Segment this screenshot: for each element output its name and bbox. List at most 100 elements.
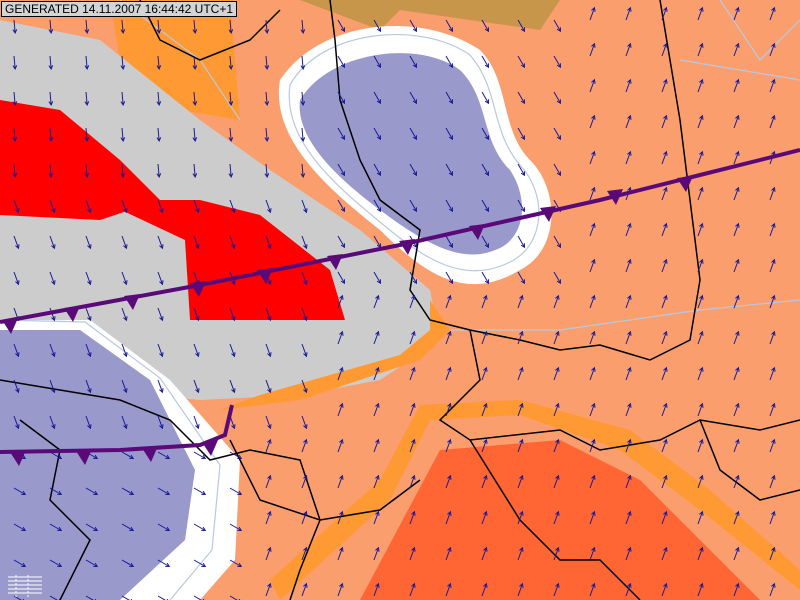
wind-arrows bbox=[12, 6, 776, 600]
wind-arrow bbox=[301, 415, 307, 429]
wind-arrow-head bbox=[627, 582, 632, 588]
wind-arrow-head bbox=[264, 101, 270, 106]
wind-arrow bbox=[481, 295, 487, 309]
wind-arrow bbox=[265, 415, 271, 429]
wind-arrow bbox=[265, 163, 268, 177]
wind-arrow-head bbox=[195, 208, 200, 214]
wind-arrow bbox=[733, 331, 739, 345]
wind-arrow bbox=[517, 163, 525, 176]
wind-arrow-head bbox=[165, 490, 171, 496]
wind-arrow bbox=[517, 19, 525, 32]
wind-arrow bbox=[373, 55, 381, 68]
wind-arrow-head bbox=[591, 6, 596, 12]
wind-arrow-head bbox=[627, 402, 632, 408]
wind-arrow bbox=[193, 559, 206, 567]
wind-arrow bbox=[337, 199, 345, 212]
wind-arrow-head bbox=[411, 330, 416, 336]
wind-arrow bbox=[301, 91, 304, 105]
wind-arrow-head bbox=[48, 137, 54, 142]
wind-arrow bbox=[445, 475, 451, 489]
wind-arrow bbox=[625, 475, 631, 489]
wind-arrow bbox=[589, 547, 595, 561]
wind-arrow-head bbox=[159, 244, 164, 250]
wind-arrow-head bbox=[556, 243, 562, 249]
wind-arrow bbox=[589, 187, 595, 201]
wind-arrow-head bbox=[447, 402, 452, 408]
wind-arrow-head bbox=[21, 454, 27, 460]
wind-arrow-head bbox=[267, 244, 272, 250]
wind-arrow-head bbox=[339, 474, 344, 480]
cold-front-1[interactable] bbox=[0, 148, 800, 334]
wind-arrow bbox=[409, 547, 415, 561]
wind-arrow bbox=[661, 439, 667, 453]
wind-arrow-head bbox=[129, 454, 135, 460]
wind-arrow-head bbox=[663, 150, 668, 156]
wind-arrow bbox=[337, 19, 345, 32]
wind-arrow bbox=[49, 127, 52, 141]
wind-arrow-head bbox=[591, 438, 596, 444]
wind-arrow-head bbox=[483, 438, 488, 444]
wind-arrow bbox=[517, 583, 523, 597]
wind-arrow-head bbox=[520, 99, 526, 105]
wind-arrow bbox=[625, 439, 631, 453]
wind-arrow-head bbox=[12, 101, 18, 106]
wind-arrow bbox=[193, 343, 199, 357]
wind-arrow bbox=[409, 331, 415, 345]
wind-arrow-head bbox=[192, 101, 198, 106]
wind-arrow-head bbox=[48, 29, 54, 34]
wind-arrow-head bbox=[771, 402, 776, 408]
wind-arrow-head bbox=[57, 454, 63, 460]
wind-arrow-head bbox=[519, 546, 524, 552]
wind-arrow-head bbox=[699, 546, 704, 552]
wind-arrow bbox=[229, 559, 242, 567]
wind-arrow bbox=[193, 127, 196, 141]
wind-arrow-head bbox=[699, 150, 704, 156]
wind-arrow-head bbox=[84, 65, 90, 70]
wind-arrow bbox=[589, 259, 595, 273]
wind-arrow-head bbox=[123, 316, 128, 322]
wind-arrow bbox=[481, 583, 487, 597]
legend-grid-icon[interactable] bbox=[8, 575, 42, 597]
wind-arrow bbox=[229, 343, 235, 357]
wind-arrow bbox=[121, 127, 124, 141]
orange-band-edge bbox=[220, 300, 450, 410]
wind-arrow-head bbox=[591, 510, 596, 516]
wind-arrow-head bbox=[87, 280, 92, 286]
wind-arrow bbox=[265, 547, 271, 561]
wind-arrow bbox=[301, 271, 307, 285]
wind-arrow bbox=[733, 187, 739, 201]
wind-arrow bbox=[49, 19, 52, 33]
wind-arrow-head bbox=[15, 280, 20, 286]
wind-arrow-head bbox=[376, 207, 382, 213]
wind-arrow bbox=[769, 79, 775, 93]
wind-arrow-head bbox=[12, 29, 18, 34]
wind-arrow-head bbox=[267, 510, 272, 516]
wind-arrow bbox=[697, 187, 703, 201]
wind-arrow bbox=[193, 55, 196, 69]
wind-arrow bbox=[697, 583, 703, 597]
wind-arrow-head bbox=[663, 474, 668, 480]
wind-arrow bbox=[373, 547, 379, 561]
wind-arrow bbox=[85, 199, 91, 213]
wind-arrow-head bbox=[412, 207, 418, 213]
wind-arrow bbox=[85, 235, 91, 249]
wind-arrow-head bbox=[375, 330, 380, 336]
wind-arrow bbox=[301, 19, 304, 33]
cold-front-2[interactable] bbox=[0, 404, 234, 466]
wind-arrow-head bbox=[267, 424, 272, 430]
wind-arrow bbox=[301, 127, 304, 141]
wind-arrow-head bbox=[267, 280, 272, 286]
wind-arrow-head bbox=[87, 424, 92, 430]
wind-arrow-head bbox=[300, 173, 306, 178]
wind-arrow-head bbox=[735, 546, 740, 552]
wind-arrow-head bbox=[48, 65, 54, 70]
wind-arrow-head bbox=[339, 546, 344, 552]
wind-arrow bbox=[13, 559, 26, 567]
wind-arrow bbox=[157, 91, 160, 105]
wind-arrow-head bbox=[627, 546, 632, 552]
wind-arrow bbox=[517, 271, 525, 284]
wind-arrow bbox=[193, 415, 199, 429]
wind-arrow bbox=[193, 487, 206, 495]
wind-arrow bbox=[229, 235, 235, 249]
